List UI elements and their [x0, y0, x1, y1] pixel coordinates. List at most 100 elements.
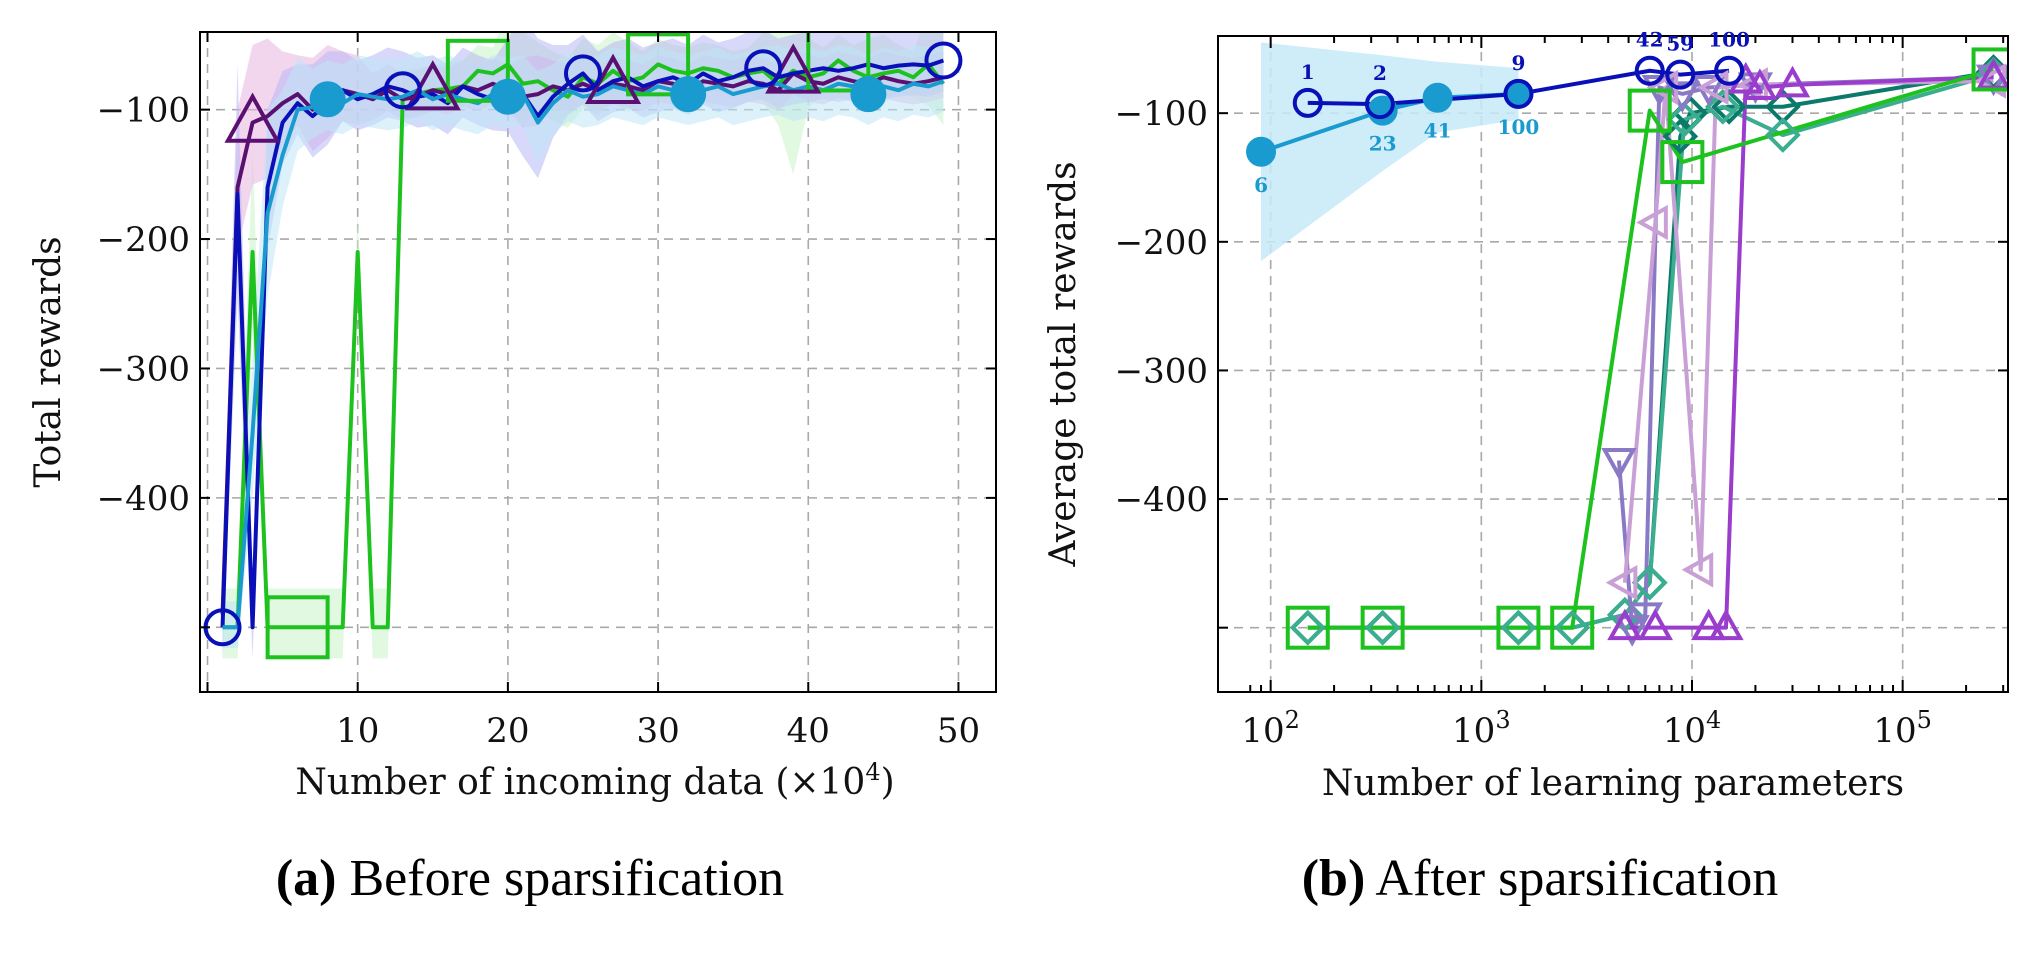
blue-circle-line [220, 58, 945, 630]
plot-frame-a [199, 31, 997, 693]
panel-b: −100 −200 −300 −400 102 103 104 105 6 23 41 100 1 2 9… [1043, 28, 2009, 907]
pink-triangle-marker [1681, 552, 1714, 588]
point-label: 1 [1301, 60, 1315, 84]
blue-circle-marker [1364, 89, 1395, 120]
panel-a: −100 −200 −300 −400 10 20 30 40 50 Total rewards… [28, 31, 997, 907]
x-tick-label: 103 [1452, 706, 1511, 751]
teal-diamond-marker [1500, 609, 1537, 646]
violet-triangle-marker [1691, 608, 1727, 641]
x-tick-label: 104 [1663, 706, 1722, 751]
y-tick-label: −400 [97, 479, 190, 519]
x-tick-label: 40 [787, 711, 830, 751]
pink-triangle-marker [1605, 565, 1638, 601]
blue-circle-marker [1634, 55, 1665, 86]
green-square-marker [806, 32, 871, 93]
y-tick-label: −200 [1115, 223, 1208, 263]
caption-a: (a) Before sparsification [276, 850, 784, 907]
y-tick-label: −300 [1115, 351, 1208, 391]
point-labels: 6 23 41 100 1 2 9 42 59 100 [1254, 28, 1750, 197]
green-square-marker [445, 38, 510, 103]
violet-triangle-marker [1708, 608, 1744, 641]
series-markers [203, 32, 963, 660]
blue-circle-marker [744, 49, 783, 88]
pink-triangle-marker [1636, 204, 1668, 241]
blue-circle-marker [1292, 87, 1323, 118]
lavender-triangle-line [1616, 75, 1994, 630]
point-label: 9 [1511, 51, 1525, 75]
teal-diamond-marker [1704, 88, 1741, 125]
y-tick-label: −300 [97, 349, 190, 389]
point-label: 42 [1636, 28, 1664, 52]
purple-triangle-marker [224, 92, 281, 143]
green-square-marker [1285, 605, 1330, 650]
point-label: 100 [1708, 28, 1750, 52]
teal-diamond-marker [1289, 609, 1326, 646]
cyan-dot-marker [309, 81, 346, 118]
point-label: 59 [1666, 32, 1694, 56]
violet-triangle-marker [1607, 608, 1643, 641]
green-square-marker [1660, 140, 1705, 185]
point-label: 100 [1498, 115, 1540, 139]
purple-triangle-line [220, 71, 944, 615]
blue-circle-marker [1714, 55, 1745, 86]
pink-triangle-marker [1696, 69, 1729, 106]
y-tick-label: −200 [97, 220, 190, 260]
blue-circle-marker [924, 41, 963, 80]
axis-ticks: −100 −200 −300 −400 10 20 30 40 50 [97, 32, 996, 751]
green-square-line [222, 58, 946, 630]
teal-diamond-marker [1666, 101, 1703, 138]
green-square-marker [1971, 47, 2008, 92]
series-lines [220, 58, 946, 630]
blue-circle-marker [563, 54, 602, 93]
green-square-marker [1550, 605, 1595, 650]
teal-diamond-marker [1554, 609, 1591, 646]
point-label: 23 [1369, 132, 1397, 156]
x-tick-label: 102 [1241, 706, 1300, 751]
green-square-marker [1627, 88, 1672, 133]
y-tick-label: −100 [97, 91, 190, 131]
lavender-triangle-marker [1975, 64, 2008, 97]
green-square-marker [1496, 605, 1541, 650]
point-label: 41 [1424, 119, 1452, 143]
blue-circle-marker [1503, 78, 1534, 109]
y-tick-label: −100 [1115, 94, 1208, 134]
x-tick-label: 50 [937, 711, 980, 751]
violet-triangle-marker [1742, 68, 1778, 100]
violet-triangle-marker [1637, 608, 1674, 641]
teal-diamond-marker [1765, 117, 1801, 153]
y-axis-label-a: Total rewards [28, 236, 69, 487]
x-tick-label: 10 [336, 711, 379, 751]
blue-circle-marker [383, 71, 422, 110]
cyan-dot-marker [1422, 82, 1453, 113]
lavender-triangle-marker [1614, 615, 1650, 647]
axis-ticks: −100 −200 −300 −400 102 103 104 105 [1115, 36, 2008, 751]
blue-circle-marker [1665, 59, 1696, 90]
x-tick-label: 20 [486, 711, 529, 751]
cyan-dot-marker [850, 76, 887, 113]
caption-b: (b) After sparsification [1302, 850, 1779, 907]
x-tick-label: 30 [636, 711, 679, 751]
cyan-dot-marker [670, 76, 707, 113]
point-label: 6 [1254, 173, 1268, 197]
y-axis-label-b: Average total rewards [1043, 161, 1084, 567]
x-tick-label: 105 [1873, 706, 1932, 751]
x-axis-label-b: Number of learning parameters [1322, 763, 1904, 804]
lavender-triangle-marker [1601, 447, 1637, 480]
green-square-marker [265, 595, 330, 660]
teal-diamond-marker [1631, 564, 1668, 601]
dark-teal-diamond-marker [1711, 88, 1747, 125]
green-square-marker [1360, 605, 1405, 650]
plot-frame-b [1217, 35, 2009, 693]
violet-triangle-marker [1774, 65, 1811, 98]
x-axis-label-a: Number of incoming data (×104) [295, 758, 894, 803]
cyan-dot-marker [489, 78, 526, 115]
green-square-line [1307, 67, 1995, 630]
series-markers [1246, 47, 2008, 650]
point-label: 2 [1373, 61, 1387, 85]
cyan-dot-line [222, 79, 945, 630]
y-tick-label: −400 [1115, 480, 1208, 520]
cyan-dot-marker [1246, 136, 1277, 167]
teal-diamond-marker [1364, 609, 1401, 646]
